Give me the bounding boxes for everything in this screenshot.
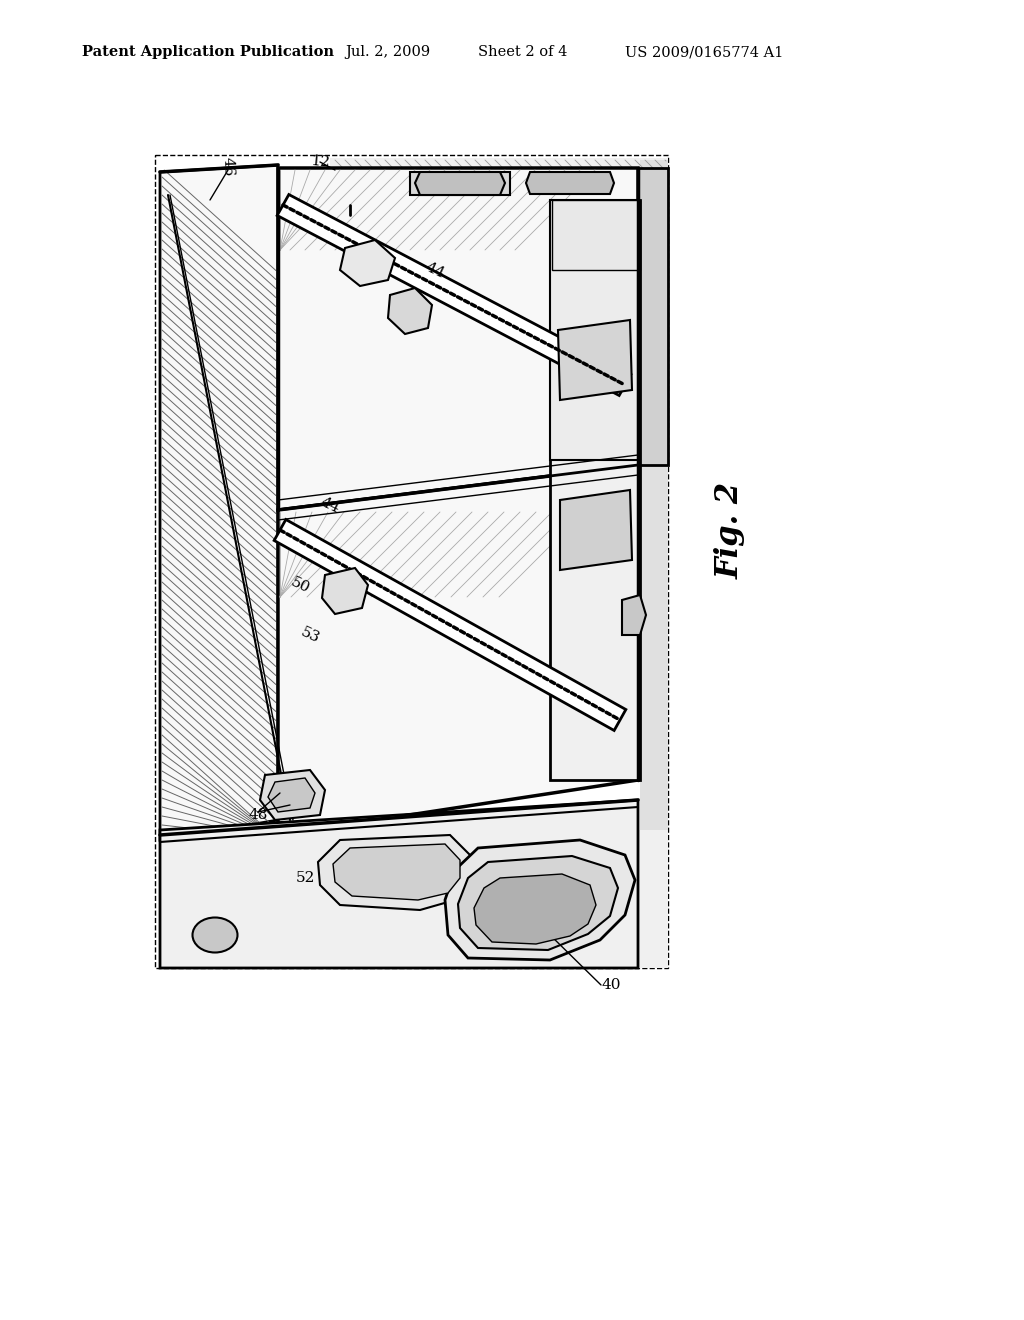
Text: 40: 40 <box>601 978 621 993</box>
Polygon shape <box>160 830 668 968</box>
Polygon shape <box>322 568 368 614</box>
Polygon shape <box>333 843 460 900</box>
Text: Sheet 2 of 4: Sheet 2 of 4 <box>478 45 567 59</box>
Polygon shape <box>558 319 632 400</box>
Text: US 2009/0165774 A1: US 2009/0165774 A1 <box>625 45 783 59</box>
Polygon shape <box>278 194 631 396</box>
Polygon shape <box>638 168 668 465</box>
Text: 52: 52 <box>295 871 314 884</box>
Text: 53: 53 <box>298 624 322 645</box>
Polygon shape <box>526 172 614 194</box>
Polygon shape <box>474 874 596 944</box>
Polygon shape <box>330 158 668 459</box>
Polygon shape <box>274 520 626 730</box>
Polygon shape <box>640 160 668 960</box>
Polygon shape <box>388 288 432 334</box>
Text: 12: 12 <box>309 154 331 170</box>
Polygon shape <box>160 800 638 968</box>
Polygon shape <box>415 172 505 195</box>
Ellipse shape <box>193 917 238 953</box>
Text: 50: 50 <box>289 574 311 595</box>
Polygon shape <box>278 465 638 836</box>
Polygon shape <box>155 154 668 968</box>
Text: 44: 44 <box>318 495 342 516</box>
Polygon shape <box>560 490 632 570</box>
Polygon shape <box>318 836 470 909</box>
Text: 46: 46 <box>220 157 236 177</box>
Polygon shape <box>550 201 638 459</box>
Polygon shape <box>260 770 325 820</box>
Polygon shape <box>340 240 395 286</box>
Polygon shape <box>268 777 315 812</box>
Text: 44: 44 <box>423 260 446 280</box>
Text: Jul. 2, 2009: Jul. 2, 2009 <box>345 45 430 59</box>
Polygon shape <box>550 201 640 780</box>
Polygon shape <box>458 855 618 950</box>
Polygon shape <box>410 172 510 195</box>
Polygon shape <box>278 168 638 510</box>
Text: Fig. 2: Fig. 2 <box>715 482 745 578</box>
Text: Patent Application Publication: Patent Application Publication <box>82 45 334 59</box>
Text: 48: 48 <box>248 808 267 822</box>
Polygon shape <box>160 165 278 840</box>
Polygon shape <box>552 201 640 271</box>
Polygon shape <box>622 595 646 635</box>
Polygon shape <box>445 840 635 960</box>
